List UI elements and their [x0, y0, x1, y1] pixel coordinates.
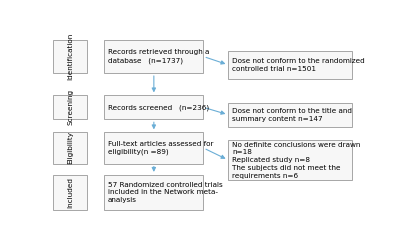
- FancyBboxPatch shape: [53, 40, 87, 73]
- FancyBboxPatch shape: [228, 140, 352, 180]
- FancyBboxPatch shape: [228, 51, 352, 79]
- Text: Included: Included: [67, 177, 73, 208]
- FancyBboxPatch shape: [53, 175, 87, 210]
- FancyBboxPatch shape: [228, 103, 352, 127]
- Text: Records retrieved through a
database   (n=1737): Records retrieved through a database (n=…: [108, 49, 209, 64]
- FancyBboxPatch shape: [104, 175, 204, 210]
- Text: Eligibility: Eligibility: [67, 132, 73, 164]
- Text: Screening: Screening: [67, 89, 73, 126]
- FancyBboxPatch shape: [104, 40, 204, 73]
- Text: 57 Randomized controlled trials
included in the Network meta-
analysis: 57 Randomized controlled trials included…: [108, 182, 223, 203]
- Text: Full-text articles assessed for
eligibility(n =89): Full-text articles assessed for eligibil…: [108, 141, 214, 155]
- Text: Records screened   (n=236): Records screened (n=236): [108, 104, 209, 111]
- FancyBboxPatch shape: [104, 95, 204, 119]
- FancyBboxPatch shape: [104, 132, 204, 164]
- Text: Identification: Identification: [67, 33, 73, 80]
- Text: Dose not conform to the randomized
controlled trial n=1501: Dose not conform to the randomized contr…: [232, 58, 365, 72]
- FancyBboxPatch shape: [53, 132, 87, 164]
- Text: No definite conclusions were drawn
n=18
Replicated study n=8
The subjects did no: No definite conclusions were drawn n=18 …: [232, 142, 360, 179]
- Text: Dose not conform to the title and
summary content n=147: Dose not conform to the title and summar…: [232, 108, 352, 122]
- FancyBboxPatch shape: [53, 95, 87, 119]
